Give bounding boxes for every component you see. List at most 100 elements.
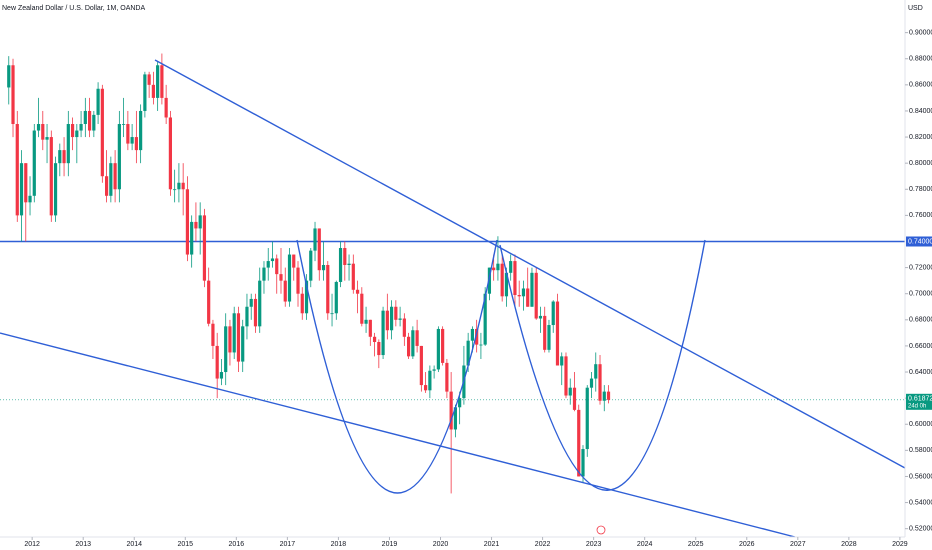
candle-body xyxy=(241,326,245,362)
candle-body xyxy=(262,267,266,281)
x-tick-label: 2019 xyxy=(382,541,398,548)
candle-body xyxy=(287,254,292,302)
y-tick-label: 0.80000 xyxy=(909,160,932,167)
candle-body xyxy=(555,301,560,366)
candle-body xyxy=(24,163,28,203)
candle-body xyxy=(309,250,313,281)
candle-body xyxy=(372,336,377,343)
candle-body xyxy=(15,124,19,216)
candle-body xyxy=(538,315,543,319)
candle-body xyxy=(513,261,517,296)
candle-body xyxy=(190,221,194,255)
candle-body xyxy=(279,274,283,281)
candle-body xyxy=(377,342,381,356)
candle-body xyxy=(577,409,581,477)
candle-body xyxy=(134,137,138,151)
candle-body xyxy=(275,258,279,275)
x-tick-label: 2029 xyxy=(892,541,908,548)
candle-body xyxy=(385,310,389,331)
candle-body xyxy=(475,328,479,345)
candle-body xyxy=(49,137,53,216)
candle-body xyxy=(198,215,202,229)
x-tick-label: 2020 xyxy=(433,541,449,548)
candle-body xyxy=(266,261,270,268)
candle-body xyxy=(500,263,504,297)
candle-body xyxy=(428,370,432,391)
candle-body xyxy=(96,88,100,115)
y-tick-label: 0.60000 xyxy=(909,421,932,428)
y-tick-label: 0.70000 xyxy=(909,291,932,298)
candle-body xyxy=(249,298,253,307)
candle-body xyxy=(415,330,419,346)
candle-body xyxy=(41,124,45,140)
candle-body xyxy=(36,124,41,131)
candle-body xyxy=(351,263,355,290)
candle-body xyxy=(7,65,11,88)
candle-body xyxy=(304,280,309,314)
candle-body xyxy=(547,325,551,350)
candle-body xyxy=(32,130,36,196)
candle-body xyxy=(117,124,121,190)
candle-body xyxy=(394,306,398,320)
y-tick-label: 0.68000 xyxy=(909,317,932,324)
candle-body xyxy=(160,65,164,98)
candle-body xyxy=(83,110,87,125)
candle-body xyxy=(321,264,326,271)
candle-body xyxy=(492,267,496,271)
x-tick-label: 2023 xyxy=(586,541,602,548)
candle-body xyxy=(330,313,334,315)
candle-body xyxy=(143,74,147,111)
candle-body xyxy=(581,449,585,477)
candle-body xyxy=(407,336,411,357)
candle-body xyxy=(19,163,24,216)
candle-body xyxy=(219,372,224,379)
candle-body xyxy=(211,323,215,346)
candle-body xyxy=(87,110,92,131)
price-tag-label: 0.74000 xyxy=(908,238,932,245)
x-tick-label: 2028 xyxy=(841,541,857,548)
candle-body xyxy=(509,261,513,273)
x-tick-label: 2024 xyxy=(637,541,653,548)
x-tick-label: 2013 xyxy=(75,541,91,548)
y-tick-label: 0.88000 xyxy=(909,56,932,63)
candle-body xyxy=(424,385,428,391)
x-tick-label: 2021 xyxy=(484,541,500,548)
y-tick-label: 0.76000 xyxy=(909,212,932,219)
y-tick-label: 0.56000 xyxy=(909,473,932,480)
candle-body xyxy=(270,258,275,262)
candle-body xyxy=(139,110,143,151)
candle-body xyxy=(517,295,521,297)
candle-body xyxy=(389,306,394,331)
candle-body xyxy=(62,150,66,164)
candle-body xyxy=(526,288,530,307)
price-tag xyxy=(906,236,932,247)
candle-body xyxy=(300,293,304,314)
y-tick-label: 0.54000 xyxy=(909,499,932,506)
candle-body xyxy=(53,163,58,216)
x-tick-label: 2025 xyxy=(688,541,704,548)
candle-body xyxy=(224,326,228,373)
candle-body xyxy=(228,326,232,353)
y-tick-label: 0.64000 xyxy=(909,369,932,376)
candle-body xyxy=(11,65,15,125)
candle-body xyxy=(466,340,470,366)
candle-body xyxy=(585,387,589,450)
candle-body xyxy=(66,124,70,164)
candle-body xyxy=(436,328,440,370)
x-tick-label: 2017 xyxy=(280,541,296,548)
y-tick-label: 0.78000 xyxy=(909,186,932,193)
candle-body xyxy=(534,272,538,319)
candle-body xyxy=(602,391,606,401)
last-price-tag xyxy=(906,393,932,410)
x-tick-label: 2022 xyxy=(535,541,551,548)
x-tick-label: 2027 xyxy=(790,541,806,548)
candle-body xyxy=(381,310,385,356)
candle-body xyxy=(483,293,487,345)
candle-body xyxy=(151,84,155,98)
candle-body xyxy=(564,356,568,396)
last-price-label: 0.61872 xyxy=(908,396,932,403)
candle-body xyxy=(594,364,598,379)
candle-body xyxy=(368,319,372,337)
candle-body xyxy=(185,189,190,255)
